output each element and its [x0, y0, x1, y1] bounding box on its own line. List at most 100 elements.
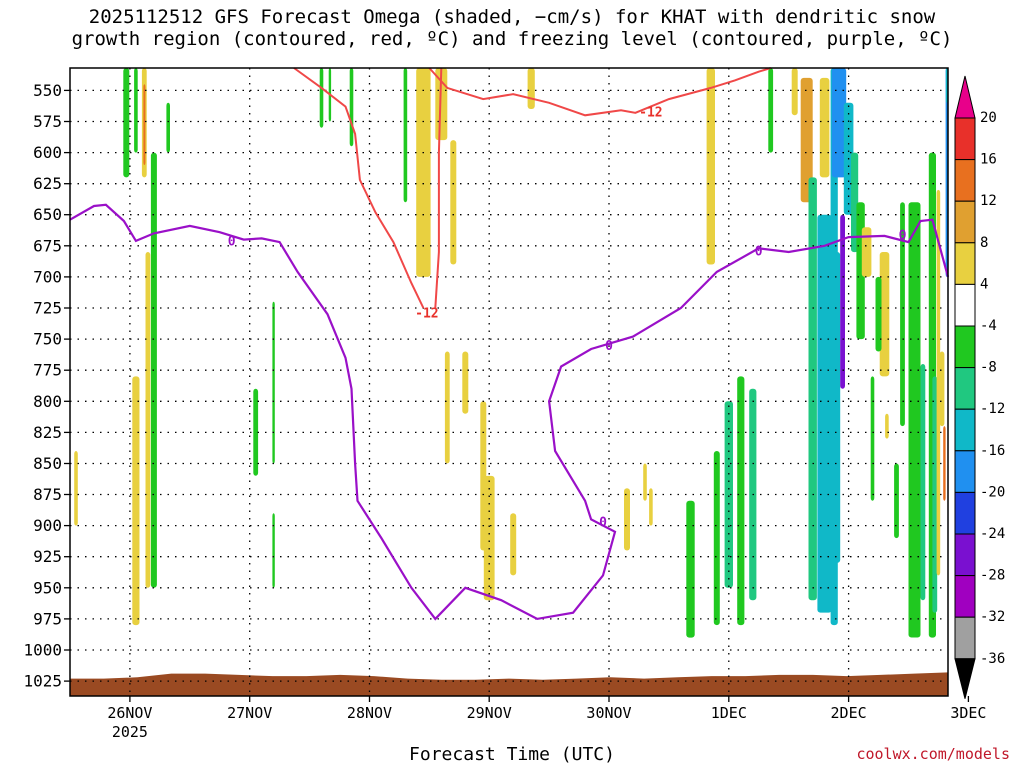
omega-shade-cell [649, 488, 653, 526]
omega-shade-cell [253, 388, 259, 476]
dgz-contour [293, 67, 425, 309]
colorbar-tick-label: 16 [980, 152, 997, 168]
omega-shade-cell [132, 376, 140, 626]
contour-label: -12 [639, 105, 662, 120]
omega-shade-cell [74, 451, 78, 526]
omega-shade-cell [894, 463, 899, 539]
dgz-contour [434, 67, 443, 309]
omega-shade-cell [462, 351, 469, 414]
colorbar-tick-label: -28 [980, 568, 1005, 584]
colorbar-bottom-arrow [954, 658, 976, 699]
y-tick-label: 1025 [23, 672, 62, 691]
contour-label: 0 [599, 516, 607, 531]
colorbar-tick-label: -32 [980, 609, 1005, 625]
colorbar-tick-label: -20 [980, 484, 1005, 500]
x-tick-label: 30NOV [586, 704, 631, 722]
dgz-contour [428, 67, 771, 117]
omega-shade-cell [879, 252, 890, 377]
omega-shade-cell [724, 401, 733, 588]
omega-shade-cell [319, 68, 324, 128]
contour-label: 0 [605, 339, 613, 354]
omega-shade-cell [932, 376, 938, 613]
omega-shade-cell [800, 77, 813, 203]
colorbar-tick-label: 8 [980, 235, 988, 251]
colorbar-bin [954, 533, 976, 577]
omega-shade-cell [643, 463, 647, 501]
y-tick-label: 725 [33, 299, 62, 318]
y-tick-label: 575 [33, 112, 62, 131]
colorbar-bin [954, 159, 976, 202]
omega-shade-cell [830, 68, 838, 626]
x-tick-label: 1DEC [711, 704, 747, 722]
y-tick-label: 800 [33, 392, 62, 411]
omega-shade-cell [808, 177, 817, 601]
colorbar-top-arrow [954, 75, 976, 119]
chart-title: 2025112512 GFS Forecast Omega (shaded, −… [0, 6, 1024, 50]
y-tick-label: 975 [33, 609, 62, 628]
omega-shade-cell [713, 451, 720, 626]
omega-shade-cell [444, 351, 450, 464]
colorbar-tick-label: -12 [980, 401, 1005, 417]
y-axis-layer: 550 575 600 625 650 675 700 725 750 775 800 825 850 8… [23, 81, 70, 691]
omega-shade-cell [831, 68, 847, 178]
y-tick-label: 750 [33, 330, 62, 349]
omega-shade-cell [885, 413, 889, 439]
chart-title-line-1: 2025112512 GFS Forecast Omega (shaded, −… [88, 6, 936, 28]
y-tick-label: 850 [33, 454, 62, 473]
y-tick-label: 700 [33, 267, 62, 286]
x-tick-label: 26NOV [107, 704, 152, 722]
x-tick-label: 2DEC [831, 704, 867, 722]
colorbar-tick-label: -36 [980, 651, 1005, 667]
colorbar-tick-label: 20 [980, 110, 997, 126]
colorbar-bin [954, 200, 976, 244]
contour-label: 0 [755, 245, 763, 260]
omega-shade-cell [943, 426, 946, 501]
colorbar-tick-label: -24 [980, 526, 1005, 542]
colorbar-bin [954, 450, 976, 493]
y-tick-label: 550 [33, 81, 62, 100]
frame-layer [69, 67, 949, 697]
credit-text: coolwx.com/models [856, 745, 1010, 763]
omega-shade-cell [272, 513, 275, 588]
omega-shade-cell [510, 513, 517, 576]
omega-shade-cell [737, 376, 745, 626]
omega-shade-cell [870, 376, 875, 501]
plot-frame [69, 67, 949, 697]
omega-shade-cell [527, 68, 535, 109]
y-tick-label: 650 [33, 205, 62, 224]
omega-shade-cell [134, 68, 138, 153]
y-tick-label: 950 [33, 578, 62, 597]
colorbar-layer: 20 16 12 8 4 -4 -8 -12 -16 -20 -24 -28 -32 -36 [954, 75, 1005, 699]
omega-shade-cell [908, 202, 921, 638]
colorbar-tick-label: -16 [980, 443, 1005, 459]
colorbar-tick-label: -4 [980, 318, 997, 334]
contour-label: 0 [228, 235, 236, 250]
contour-layer: -12 -12 0 0 0 0 0 [69, 67, 950, 621]
omega-shade-cell [920, 364, 926, 601]
colorbar-tick-label: 4 [980, 276, 988, 292]
colorbar-bin [954, 242, 976, 285]
x-tick-label: 29NOV [467, 704, 512, 722]
omega-shade-cell [145, 252, 151, 588]
y-tick-label: 900 [33, 516, 62, 535]
colorbar-bin [954, 283, 976, 327]
omega-shade-cell [817, 214, 832, 613]
colorbar-bin [954, 575, 976, 618]
omega-shade-cell [861, 227, 872, 277]
contour-label: 0 [899, 228, 907, 243]
y-tick-label: 675 [33, 236, 62, 255]
omega-shade-cell [483, 475, 495, 601]
colorbar-bin [954, 616, 976, 660]
chart-title-line-2: growth region (contoured, red, ºC) and f… [71, 28, 953, 50]
terrain-fill [70, 672, 948, 696]
x-axis-title: Forecast Time (UTC) [409, 744, 615, 765]
terrain-layer [70, 672, 948, 696]
omega-shade-cell [706, 68, 715, 265]
omega-shade-cell [768, 68, 774, 153]
colorbar-bin [954, 117, 976, 161]
omega-shade-cell [166, 102, 170, 153]
omega-shading-layer [74, 68, 948, 638]
x-year-label: 2025 [112, 723, 148, 741]
omega-shade-cell [936, 189, 941, 576]
